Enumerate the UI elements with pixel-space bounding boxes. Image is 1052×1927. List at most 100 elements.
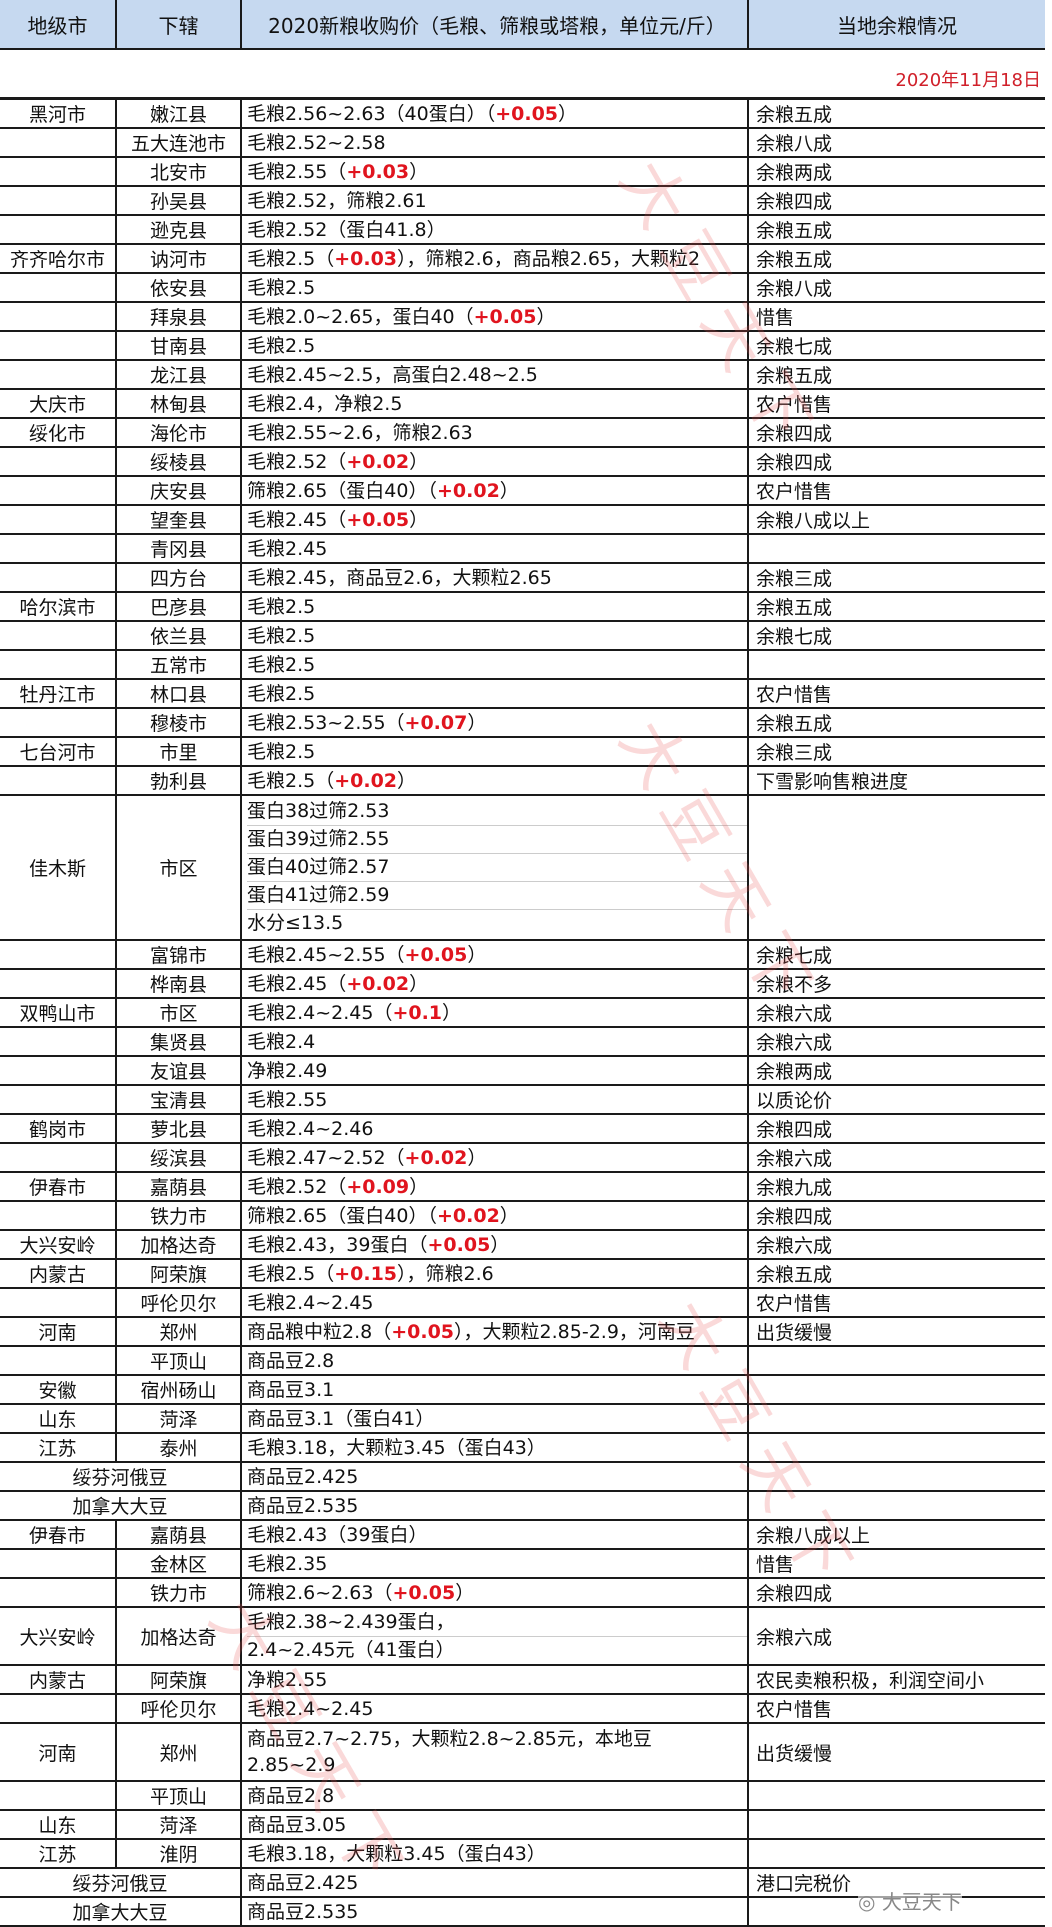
price-line: 毛粮2.45 bbox=[247, 536, 327, 562]
price-cell: 净粮2.55 bbox=[242, 1666, 749, 1693]
price-text: 毛粮2.5 bbox=[247, 276, 316, 299]
price-line: 2.85~2.9 bbox=[247, 1752, 335, 1778]
table-row: 哈尔滨市 巴彦县 毛粮2.5 余粮五成 bbox=[0, 593, 1045, 622]
county-cell: 依兰县 bbox=[117, 622, 242, 649]
county-cell: 阿荣旗 bbox=[117, 1260, 242, 1287]
surplus-cell bbox=[749, 1347, 1045, 1374]
price-text: 毛粮2.4，净粮2.5 bbox=[247, 392, 403, 415]
table-row: 加拿大大豆 商品豆2.535 bbox=[0, 1492, 1045, 1521]
table-row: 孙吴县 毛粮2.52，筛粮2.61 余粮四成 bbox=[0, 187, 1045, 216]
price-cell: 商品豆3.1 bbox=[242, 1376, 749, 1403]
price-text: 商品豆3.05 bbox=[247, 1813, 347, 1836]
table-row: 龙江县 毛粮2.45~2.5，高蛋白2.48~2.5 余粮五成 bbox=[0, 361, 1045, 390]
price-text: 毛粮2.45，商品豆2.6，大颗粒2.65 bbox=[247, 566, 552, 589]
table-row: 伊春市 嘉荫县 毛粮2.52（+0.09） 余粮九成 bbox=[0, 1173, 1045, 1202]
price-text: 毛粮2.45~2.55（ bbox=[247, 943, 405, 966]
city-cell: 牡丹江市 bbox=[0, 680, 117, 707]
county-cell: 绥滨县 bbox=[117, 1144, 242, 1171]
price-line: 毛粮2.45，商品豆2.6，大颗粒2.65 bbox=[247, 565, 552, 591]
price-cell: 蛋白38过筛2.53 蛋白39过筛2.55 蛋白40过筛2.57 蛋白41过筛2.59… bbox=[242, 796, 749, 939]
price-line: 净粮2.49 bbox=[247, 1058, 327, 1084]
city-cell: 齐齐哈尔市 bbox=[0, 245, 117, 272]
price-text: ） bbox=[467, 711, 487, 734]
price-line: 毛粮2.5（+0.02） bbox=[247, 768, 416, 794]
price-line: 毛粮2.52（蛋白41.8） bbox=[247, 217, 446, 243]
surplus-cell: 余粮九成 bbox=[756, 1177, 833, 1199]
table-row: 呼伦贝尔 毛粮2.4~2.45 农户惜售 bbox=[0, 1289, 1045, 1318]
county-cell: 郑州 bbox=[117, 1318, 242, 1345]
surplus-cell: 余粮六成 bbox=[756, 1235, 833, 1257]
county-cell: 依安县 bbox=[117, 274, 242, 301]
price-text: 毛粮2.35 bbox=[247, 1552, 328, 1575]
price-line: 毛粮2.52（+0.09） bbox=[247, 1174, 428, 1200]
city-cell bbox=[0, 1347, 117, 1374]
county-cell: 加格达奇 bbox=[117, 1231, 242, 1258]
price-line: 毛粮2.45~2.55（+0.05） bbox=[247, 942, 486, 968]
price-cell: 商品豆2.425 bbox=[242, 1869, 749, 1896]
city-cell bbox=[0, 129, 117, 156]
table-row: 望奎县 毛粮2.45（+0.05） 余粮八成以上 bbox=[0, 506, 1045, 535]
city-cell bbox=[0, 216, 117, 243]
table-row: 江苏 淮阴 毛粮3.18，大颗粒3.45（蛋白43） bbox=[0, 1840, 1045, 1869]
county-cell: 绥棱县 bbox=[117, 448, 242, 475]
price-line: 毛粮2.52~2.58 bbox=[247, 130, 386, 156]
price-line: 毛粮3.18，大颗粒3.45（蛋白43） bbox=[247, 1435, 546, 1461]
price-cell: 毛粮3.18，大颗粒3.45（蛋白43） bbox=[242, 1434, 749, 1461]
price-cell: 毛粮2.4 bbox=[242, 1028, 749, 1055]
price-text: 毛粮2.52（ bbox=[247, 1175, 347, 1198]
price-text: 毛粮2.43（39蛋白） bbox=[247, 1523, 428, 1546]
price-text: 毛粮2.4~2.45 bbox=[247, 1697, 374, 1720]
city-cell bbox=[0, 1086, 117, 1113]
county-cell: 友谊县 bbox=[117, 1057, 242, 1084]
price-change: +0.09 bbox=[346, 1175, 410, 1198]
surplus-cell bbox=[749, 1782, 1045, 1809]
city-cell bbox=[0, 970, 117, 997]
surplus-cell: 余粮四成 bbox=[756, 452, 833, 474]
surplus-cell: 余粮五成 bbox=[756, 597, 833, 619]
price-text: 毛粮2.45（ bbox=[247, 972, 347, 995]
table-row: 江苏 泰州 毛粮3.18，大颗粒3.45（蛋白43） bbox=[0, 1434, 1045, 1463]
city-cell bbox=[0, 303, 117, 330]
price-cell: 毛粮2.45，商品豆2.6，大颗粒2.65 bbox=[242, 564, 749, 591]
price-line: 毛粮2.55（+0.03） bbox=[247, 159, 428, 185]
county-cell: 宿州砀山 bbox=[117, 1376, 242, 1403]
county-cell: 讷河市 bbox=[117, 245, 242, 272]
price-line: 毛粮2.5 bbox=[247, 275, 315, 301]
price-cell: 毛粮2.4，净粮2.5 bbox=[242, 390, 749, 417]
price-text: 毛粮2.4~2.45 bbox=[247, 1291, 374, 1314]
city-cell: 内蒙古 bbox=[0, 1666, 117, 1693]
surplus-cell: 余粮七成 bbox=[756, 626, 833, 648]
price-line: 毛粮2.52，筛粮2.61 bbox=[247, 188, 427, 214]
price-text: 毛粮2.56~2.63（40蛋白）（ bbox=[247, 102, 496, 125]
price-text: 毛粮2.55~2.6，筛粮2.63 bbox=[247, 421, 473, 444]
price-text: 净粮2.49 bbox=[247, 1059, 328, 1082]
surplus-cell: 余粮五成 bbox=[756, 365, 833, 387]
price-text: 商品豆3.1 bbox=[247, 1378, 335, 1401]
price-text: 毛粮2.4~2.45（ bbox=[247, 1001, 393, 1024]
table-row: 绥芬河俄豆 商品豆2.425 bbox=[0, 1463, 1045, 1492]
price-line: 商品豆2.535 bbox=[247, 1899, 358, 1925]
table-row: 逊克县 毛粮2.52（蛋白41.8） 余粮五成 bbox=[0, 216, 1045, 245]
price-text: 毛粮2.4~2.46 bbox=[247, 1117, 374, 1140]
table-row: 大兴安岭 加格达奇 毛粮2.43，39蛋白（+0.05） 余粮六成 bbox=[0, 1231, 1045, 1260]
city-cell: 伊春市 bbox=[0, 1521, 117, 1548]
city-cell: 河南 bbox=[0, 1318, 117, 1345]
table-row: 佳木斯 市区 蛋白38过筛2.53 蛋白39过筛2.55 蛋白40过筛2.57 蛋白41过… bbox=[0, 796, 1045, 941]
price-text: ） bbox=[409, 972, 429, 995]
price-line: 毛粮2.5（+0.03），筛粮2.6，商品粮2.65，大颗粒2 bbox=[247, 246, 700, 272]
county-cell: 四方台 bbox=[117, 564, 242, 591]
table-row: 山东 菏泽 商品豆3.1（蛋白41） bbox=[0, 1405, 1045, 1434]
price-cell: 毛粮2.45（+0.02） bbox=[242, 970, 749, 997]
table-row: 友谊县 净粮2.49 余粮两成 bbox=[0, 1057, 1045, 1086]
price-text: ） bbox=[467, 1146, 487, 1169]
price-line: 商品豆2.8 bbox=[247, 1348, 334, 1374]
price-line: 毛粮2.55~2.6，筛粮2.63 bbox=[247, 420, 473, 446]
price-cell: 毛粮2.43（39蛋白） bbox=[242, 1521, 749, 1548]
header-county: 下辖 bbox=[117, 0, 242, 48]
price-cell: 毛粮2.56~2.63（40蛋白）（+0.05） bbox=[242, 100, 749, 127]
price-change: +0.07 bbox=[404, 711, 468, 734]
county-cell: 平顶山 bbox=[117, 1782, 242, 1809]
price-line: 毛粮2.0~2.65，蛋白40（+0.05） bbox=[247, 304, 555, 330]
price-text: 商品豆2.535 bbox=[247, 1900, 359, 1923]
city-cell: 伊春市 bbox=[0, 1173, 117, 1200]
